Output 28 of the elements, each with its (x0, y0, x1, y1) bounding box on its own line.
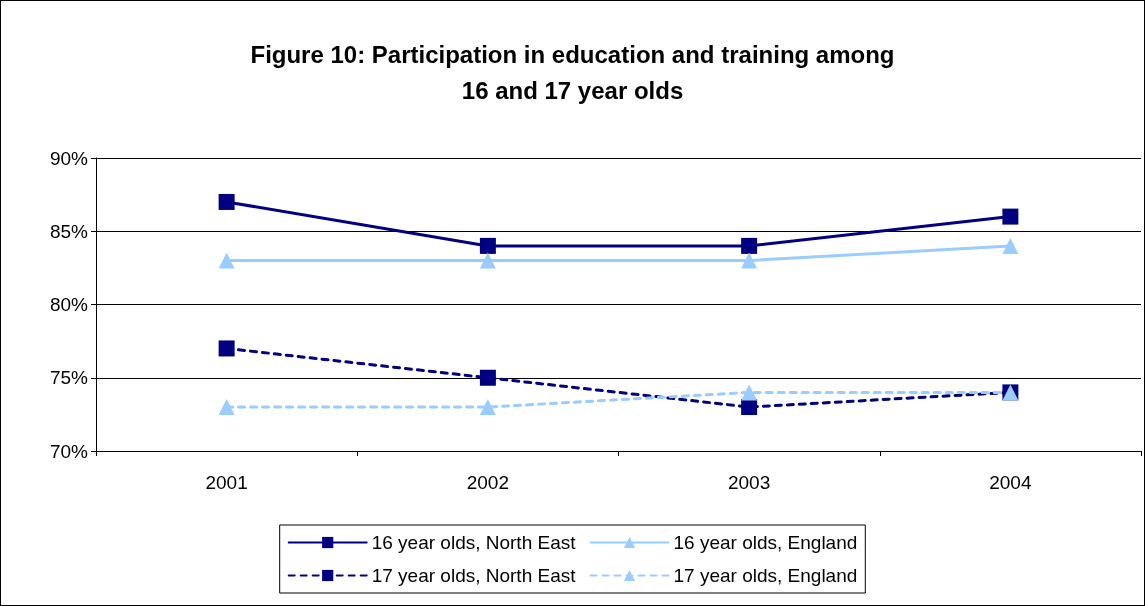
legend-label: 16 year olds, North East (371, 532, 577, 553)
x-tick-label: 2001 (205, 472, 248, 493)
point (479, 237, 496, 254)
y-tick-label: 80% (49, 294, 89, 315)
point (741, 384, 758, 401)
point (218, 399, 235, 416)
point (479, 252, 496, 269)
y-tick-label: 90% (49, 147, 89, 169)
point (479, 399, 496, 416)
point (741, 237, 758, 254)
point (479, 369, 496, 386)
x-tick-label: 2003 (727, 472, 771, 493)
y-tick-label: 75% (49, 367, 89, 389)
point (1002, 208, 1019, 225)
x-tick-label: 2004 (989, 472, 1032, 493)
y-tick-label: 85% (49, 220, 89, 242)
legend-label: 16 year olds, England (673, 532, 858, 553)
legend-label: 17 year olds, England (673, 565, 858, 586)
point (218, 340, 235, 357)
y-tick-label: 70% (49, 440, 89, 462)
x-tick-label: 2002 (466, 472, 510, 493)
point (218, 193, 235, 210)
point (741, 399, 758, 416)
point (1002, 237, 1019, 254)
chart-title: Figure 10: Participation in education and training among 16 and 17 year olds (250, 40, 895, 104)
point (741, 252, 758, 269)
point (218, 252, 235, 269)
legend-label: 17 year olds, North East (371, 565, 577, 586)
